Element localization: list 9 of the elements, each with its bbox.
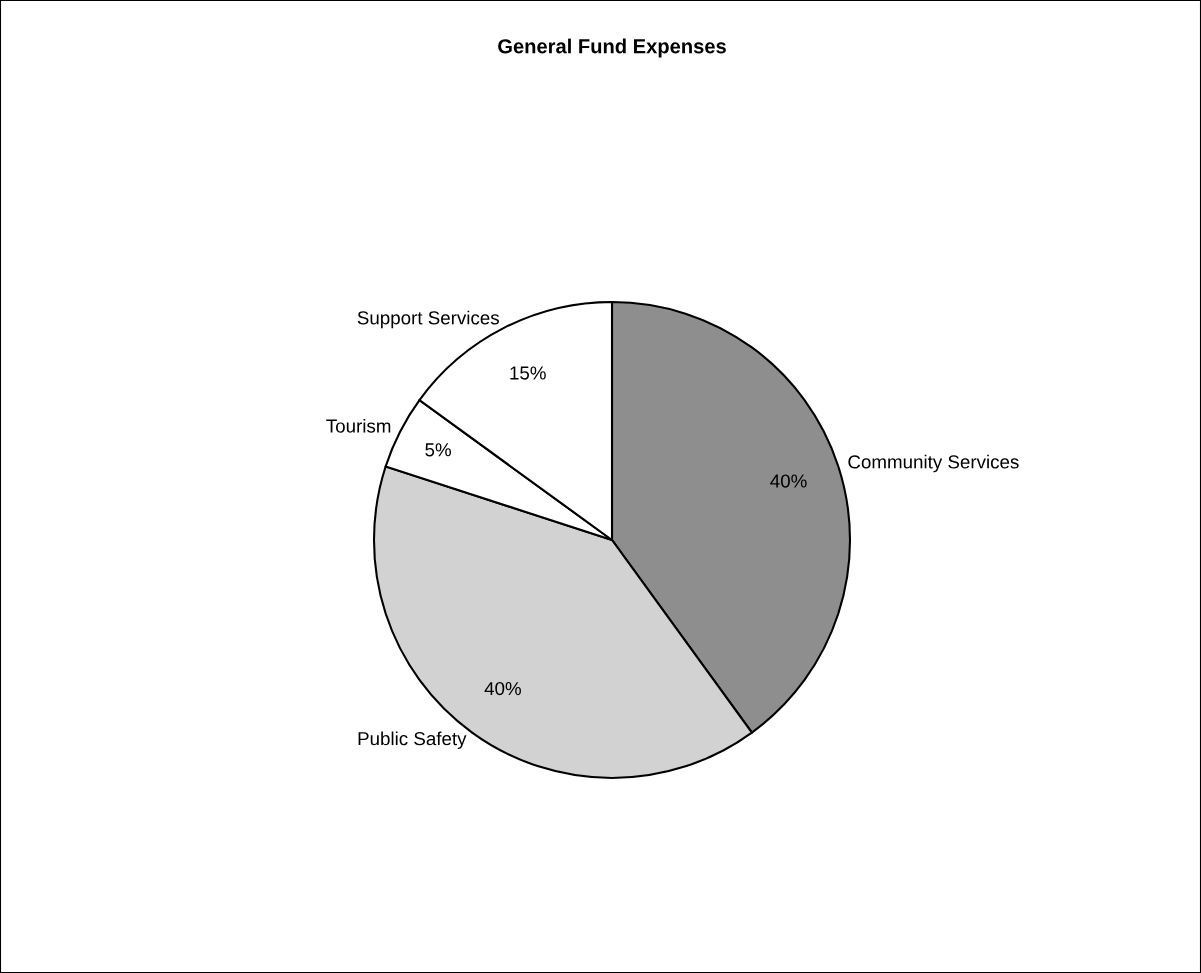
slice-label: Public Safety [358, 731, 467, 749]
data-label: 5% [425, 443, 451, 457]
chart-title: General Fund Expenses [498, 38, 726, 58]
data-label: 15% [510, 366, 546, 380]
data-label: 40% [770, 474, 807, 488]
slice-label: Tourism [326, 418, 391, 433]
slice-label: Community Services [848, 454, 1019, 473]
slice-label: Support Services [357, 310, 499, 329]
data-label: 40% [484, 681, 521, 696]
